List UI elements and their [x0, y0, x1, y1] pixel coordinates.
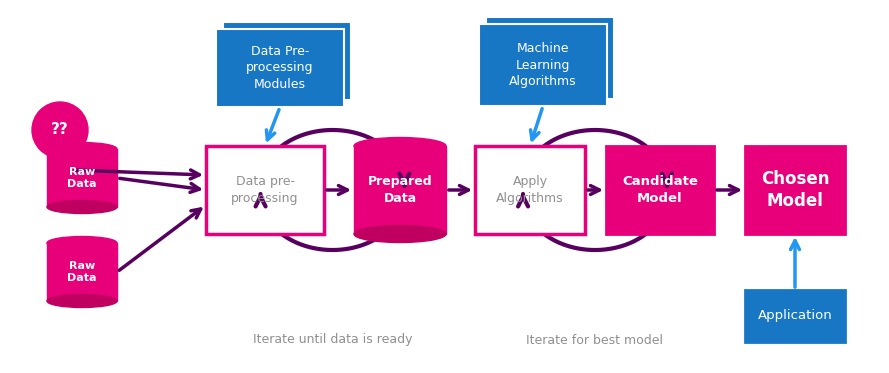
- Ellipse shape: [47, 142, 117, 156]
- Ellipse shape: [47, 201, 117, 213]
- Text: Apply
Algorithms: Apply Algorithms: [496, 175, 564, 205]
- Polygon shape: [354, 146, 446, 234]
- Bar: [606, 146, 714, 234]
- Ellipse shape: [47, 295, 117, 307]
- Text: Chosen
Model: Chosen Model: [761, 170, 829, 210]
- Bar: [745, 290, 845, 342]
- Bar: [475, 146, 585, 234]
- Text: Prepared
Data: Prepared Data: [368, 176, 432, 204]
- Bar: [216, 29, 344, 107]
- Text: Iterate until data is ready: Iterate until data is ready: [252, 333, 412, 347]
- Text: Raw
Data: Raw Data: [68, 167, 97, 189]
- Polygon shape: [47, 149, 117, 207]
- Text: Data Pre-
processing
Modules: Data Pre- processing Modules: [246, 45, 314, 91]
- Bar: [479, 24, 607, 106]
- Text: Raw
Data: Raw Data: [68, 261, 97, 283]
- Polygon shape: [52, 153, 78, 172]
- Polygon shape: [47, 243, 117, 301]
- Text: Machine
Learning
Algorithms: Machine Learning Algorithms: [509, 42, 577, 88]
- Bar: [223, 22, 351, 100]
- Text: Application: Application: [757, 310, 832, 323]
- Text: ??: ??: [52, 122, 68, 138]
- Bar: [745, 146, 845, 234]
- Bar: [206, 146, 324, 234]
- Bar: [486, 17, 614, 99]
- Ellipse shape: [47, 236, 117, 250]
- Text: Candidate
Model: Candidate Model: [622, 175, 698, 205]
- Ellipse shape: [354, 138, 446, 154]
- Ellipse shape: [354, 226, 446, 242]
- Circle shape: [32, 102, 88, 158]
- Text: Iterate for best model: Iterate for best model: [526, 333, 663, 347]
- Text: Data pre-
processing: Data pre- processing: [231, 175, 299, 205]
